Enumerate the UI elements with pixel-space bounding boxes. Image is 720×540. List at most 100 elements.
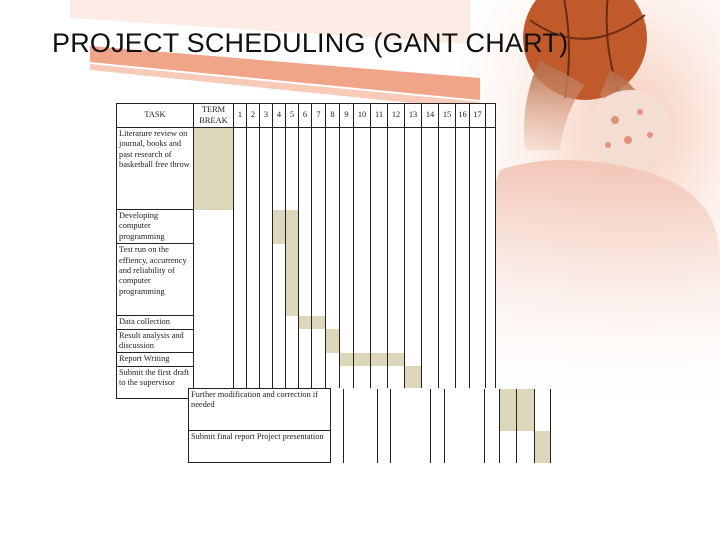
gantt-chart-table: TASK TERM BREAK 1 2 3 4 5 6 7 8 9 10 11 12 13 14 15 16 17 L…: [116, 103, 496, 399]
schedule-bar: [499, 388, 517, 431]
schedule-cell: [455, 352, 470, 367]
task-row: Report Writing: [116, 352, 496, 367]
spacer-cell: [485, 329, 496, 353]
period-header: 10: [353, 103, 371, 128]
schedule-cell: [370, 329, 388, 353]
schedule-cell: [377, 430, 391, 463]
period-header: 12: [387, 103, 405, 128]
schedule-cell: [455, 243, 470, 316]
period-header: 3: [259, 103, 273, 128]
schedule-cell: [233, 329, 247, 353]
schedule-cell: [259, 209, 273, 244]
period-header: TERM BREAK: [193, 103, 234, 128]
schedule-cell: [311, 329, 326, 353]
schedule-cell: [311, 127, 326, 210]
spacer-cell: [485, 243, 496, 316]
spacer-cell: [485, 366, 496, 399]
schedule-bar: [285, 209, 299, 244]
schedule-cell: [469, 243, 486, 316]
period-header: 5: [285, 103, 299, 128]
schedule-cell: [404, 209, 422, 244]
spacer-cell: [485, 127, 496, 210]
schedule-cell: [534, 388, 551, 431]
schedule-cell: [430, 430, 445, 463]
schedule-cell: [246, 329, 260, 353]
schedule-cell: [311, 243, 326, 316]
schedule-cell: [285, 329, 299, 353]
period-header: 8: [325, 103, 340, 128]
period-header: 9: [339, 103, 354, 128]
task-name: Submit final report Project presentation: [188, 430, 331, 463]
schedule-cell: [390, 430, 431, 463]
schedule-cell: [339, 315, 354, 330]
schedule-cell: [298, 329, 312, 353]
schedule-cell: [272, 127, 286, 210]
schedule-cell: [246, 315, 260, 330]
schedule-cell: [353, 329, 371, 353]
schedule-cell: [484, 388, 500, 431]
schedule-bar: [370, 352, 388, 367]
schedule-cell: [438, 329, 456, 353]
schedule-cell: [233, 243, 247, 316]
task-name: Further modification and correction if n…: [188, 388, 331, 431]
period-header: 14: [421, 103, 439, 128]
schedule-cell: [246, 243, 260, 316]
schedule-cell: [339, 127, 354, 210]
task-row: Submit final report Project presentation: [188, 430, 551, 463]
schedule-cell: [353, 315, 371, 330]
period-header: 17: [469, 103, 486, 128]
schedule-cell: [404, 352, 422, 367]
schedule-cell: [298, 352, 312, 367]
schedule-cell: [370, 209, 388, 244]
schedule-bar: [325, 329, 340, 353]
schedule-cell: [285, 127, 299, 210]
schedule-bar: [516, 388, 535, 431]
schedule-cell: [233, 315, 247, 330]
schedule-cell: [404, 315, 422, 330]
schedule-cell: [444, 388, 485, 431]
schedule-cell: [339, 329, 354, 353]
schedule-cell: [259, 329, 273, 353]
schedule-bar: [272, 209, 286, 244]
schedule-cell: [438, 352, 456, 367]
schedule-cell: [259, 243, 273, 316]
schedule-cell: [469, 315, 486, 330]
task-row: Developing computer programming: [116, 208, 496, 245]
schedule-cell: [330, 430, 344, 463]
schedule-cell: [343, 388, 378, 431]
schedule-cell: [259, 127, 273, 210]
schedule-cell: [421, 243, 439, 316]
task-name: Submit the first draft to the supervisor: [116, 365, 194, 399]
schedule-cell: [469, 127, 486, 210]
schedule-cell: [469, 209, 486, 244]
schedule-cell: [387, 315, 405, 330]
spacer-cell: [485, 315, 496, 330]
schedule-cell: [444, 430, 485, 463]
schedule-cell: [421, 209, 439, 244]
schedule-cell: [233, 352, 247, 367]
schedule-cell: [325, 352, 340, 367]
period-header: 11: [370, 103, 388, 128]
schedule-bar: [339, 352, 354, 367]
schedule-cell: [421, 352, 439, 367]
period-header: 2: [246, 103, 260, 128]
schedule-cell: [390, 388, 431, 431]
spacer-cell: [485, 103, 496, 128]
schedule-cell: [325, 243, 340, 316]
task-name: Developing computer programming: [116, 208, 194, 245]
schedule-cell: [499, 430, 517, 463]
schedule-cell: [330, 388, 344, 431]
schedule-cell: [469, 329, 486, 353]
schedule-cell: [387, 209, 405, 244]
schedule-cell: [246, 209, 260, 244]
schedule-cell: [516, 430, 535, 463]
schedule-cell: [193, 209, 234, 244]
schedule-cell: [353, 209, 371, 244]
schedule-bar: [534, 430, 551, 463]
schedule-bar: [285, 243, 299, 316]
schedule-cell: [438, 209, 456, 244]
schedule-cell: [311, 209, 326, 244]
task-row: Literature review on journal, books and …: [116, 127, 496, 210]
schedule-cell: [272, 329, 286, 353]
